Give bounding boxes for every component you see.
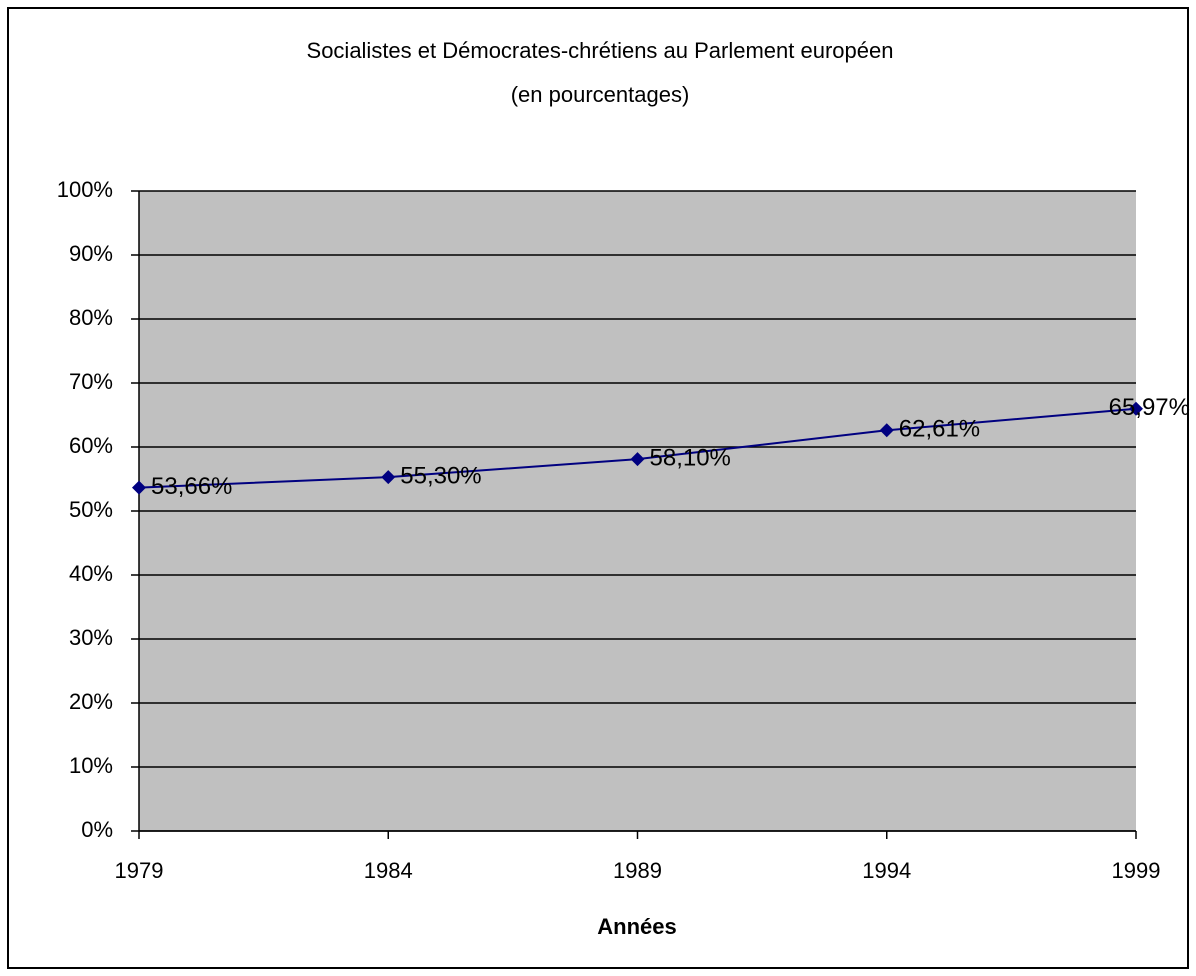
- y-tick-label: 50%: [69, 497, 113, 522]
- marker: [630, 452, 645, 467]
- y-tick-label: 0%: [81, 817, 113, 842]
- x-tick-label: 1979: [115, 858, 164, 883]
- marker: [1129, 401, 1143, 416]
- x-tick-label: 1989: [613, 858, 662, 883]
- y-tick-label: 90%: [69, 241, 113, 266]
- y-tick-label: 20%: [69, 689, 113, 714]
- y-tick-label: 60%: [69, 433, 113, 458]
- chart-subtitle: (en pourcentages): [511, 82, 690, 107]
- marker: [132, 480, 146, 495]
- y-tick-label: 100%: [57, 177, 113, 202]
- x-tick-label: 1999: [1112, 858, 1161, 883]
- y-tick-label: 80%: [69, 305, 113, 330]
- data-label: 62,61%: [899, 416, 980, 443]
- x-axis-label: Années: [597, 914, 676, 939]
- data-label: 53,66%: [151, 473, 232, 500]
- y-tick-label: 30%: [69, 625, 113, 650]
- y-tick-label: 10%: [69, 753, 113, 778]
- marker: [381, 470, 396, 485]
- chart-title: Socialistes et Démocrates-chrétiens au P…: [307, 38, 894, 63]
- x-tick-label: 1984: [364, 858, 413, 883]
- data-label: 55,30%: [400, 462, 481, 489]
- data-label: 58,10%: [650, 445, 731, 472]
- data-label: 65,97%: [1109, 394, 1190, 421]
- y-tick-label: 70%: [69, 369, 113, 394]
- x-tick-label: 1994: [862, 858, 911, 883]
- y-tick-label: 40%: [69, 561, 113, 586]
- marker: [879, 423, 894, 438]
